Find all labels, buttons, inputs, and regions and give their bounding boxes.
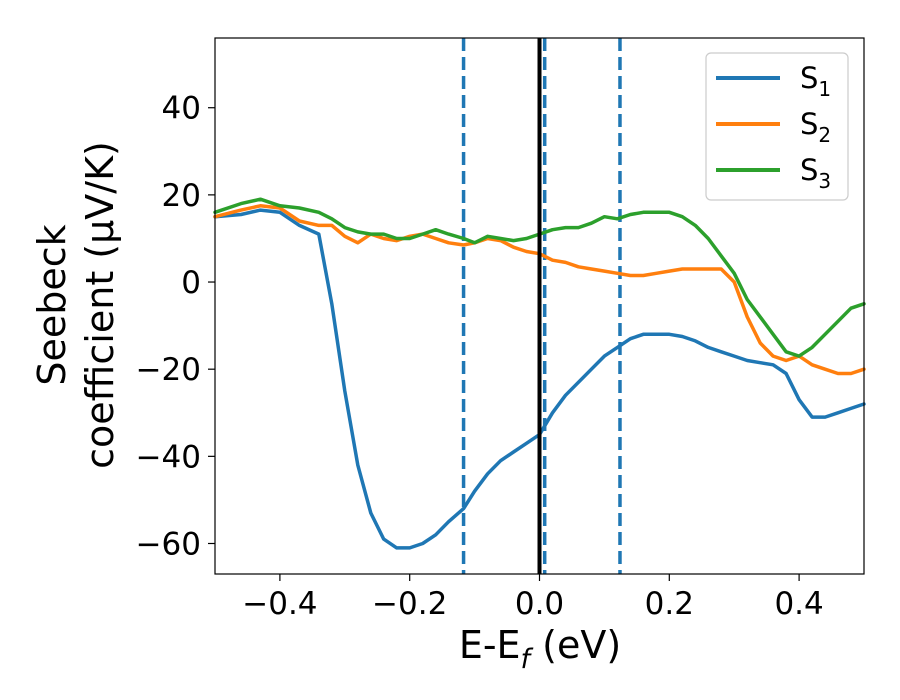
legend-label-s2: S2 [800,107,831,147]
vertical-lines [461,38,622,574]
legend-label-s3: S3 [800,153,831,193]
series-line-s3 [213,197,866,358]
y-tick-label: 0 [181,265,201,301]
y-tick-label: −40 [136,439,201,475]
y-tick-label: −60 [136,526,201,562]
y-axis-ticks: 40 20 0 −20 −40 −60 [136,91,215,562]
x-tick-label: 0.0 [515,586,564,622]
x-tick-label: −0.4 [242,586,317,622]
legend: S1 S2 S3 [705,52,849,201]
x-tick-label: −0.2 [372,586,447,622]
series-lines [213,197,866,550]
y-tick-label: 40 [162,91,201,127]
x-tick-label: 0.4 [774,586,823,622]
y-axis-label-line1: Seebeck [30,224,74,385]
series-line-s1 [213,208,866,550]
x-axis-ticks: −0.4 −0.2 0.0 0.2 0.4 [242,574,824,622]
x-tick-label: 0.2 [645,586,694,622]
legend-box [705,52,849,201]
x-axis-label: E-Ef (eV) [459,623,621,675]
y-axis-label-line2: coefficient (μV/K) [78,141,122,469]
y-tick-label: −20 [136,352,201,388]
y-tick-label: 20 [162,178,201,214]
legend-label-s1: S1 [800,61,831,101]
series-line-s2 [213,204,866,376]
